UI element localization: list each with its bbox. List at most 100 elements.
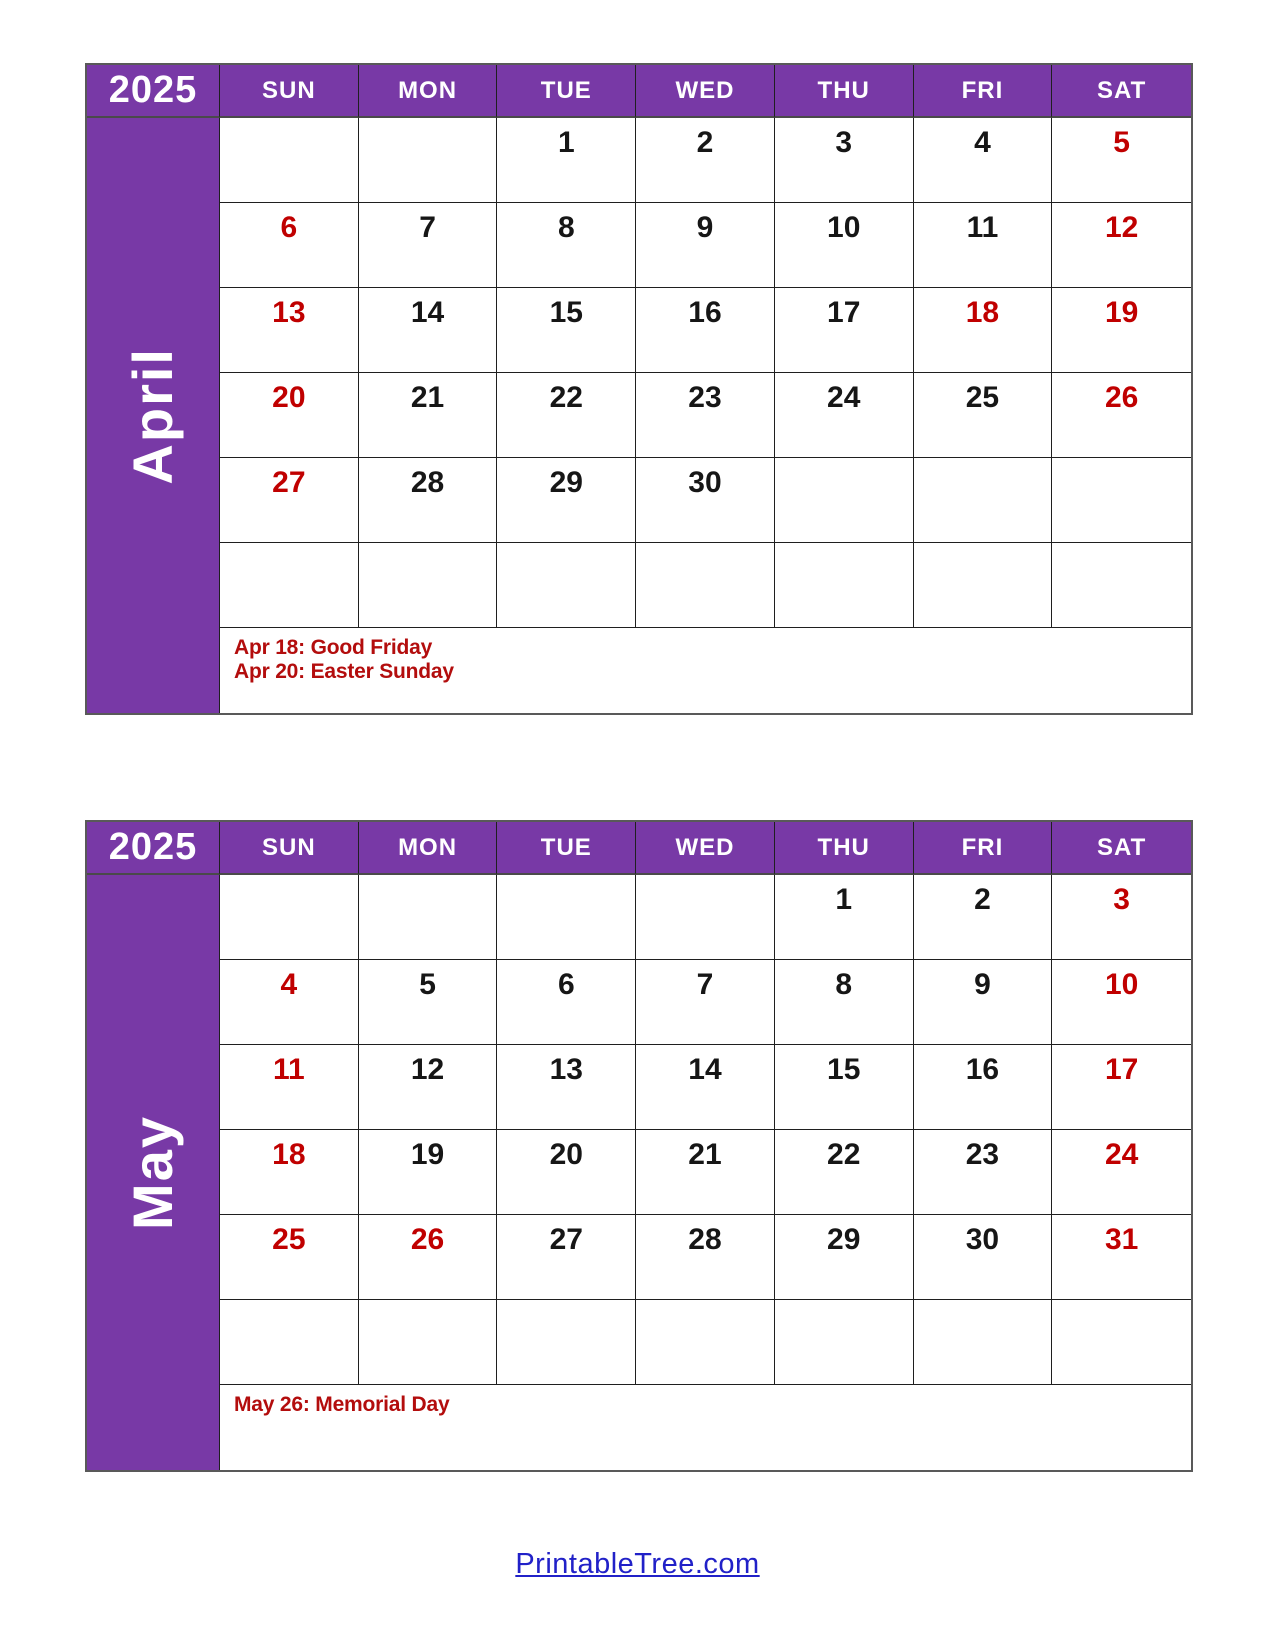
date-cell-empty [774,458,914,543]
date-cell-23: 23 [636,373,775,458]
date-cell-empty [220,875,359,960]
date-cell-12: 12 [358,1045,498,1130]
date-cell-5: 5 [1052,118,1191,203]
date-cell-9: 9 [913,960,1053,1045]
date-cell-empty [497,543,637,628]
date-cell-26: 26 [358,1215,498,1300]
date-cell-7: 7 [358,203,498,288]
date-cell-11: 11 [220,1045,359,1130]
date-cell-30: 30 [913,1215,1053,1300]
date-cell-16: 16 [913,1045,1053,1130]
date-cell-15: 15 [774,1045,914,1130]
april-calendar: 2025 SUN MON TUE WED THU FRI SAT April 1 2 3 4 5 6 7 8 9… [85,63,1193,715]
date-cell-empty [636,543,775,628]
date-cell-17: 17 [774,288,914,373]
date-cell-3: 3 [774,118,914,203]
month-name-label: May [121,1115,184,1230]
date-cell-16: 16 [636,288,775,373]
date-cell-29: 29 [774,1215,914,1300]
date-cell-empty [497,1300,637,1385]
date-cell-empty [358,118,498,203]
holiday-note-line: May 26: Memorial Day [234,1393,450,1416]
date-cell-4: 4 [220,960,359,1045]
day-header-tue: TUE [497,65,637,118]
date-cell-empty [220,1300,359,1385]
date-cell-1: 1 [497,118,637,203]
day-header-thu: THU [774,822,914,875]
day-header-sun: SUN [220,65,359,118]
date-cell-7: 7 [636,960,775,1045]
date-cell-22: 22 [497,373,637,458]
date-cell-6: 6 [220,203,359,288]
month-sidebar: April [87,118,220,713]
date-cell-14: 14 [636,1045,775,1130]
date-cell-3: 3 [1052,875,1191,960]
date-cell-empty [358,543,498,628]
date-cell-5: 5 [358,960,498,1045]
date-cell-18: 18 [220,1130,359,1215]
month-name-label: April [121,346,184,485]
date-cell-6: 6 [497,960,637,1045]
date-cell-2: 2 [636,118,775,203]
date-cell-30: 30 [636,458,775,543]
holiday-note-line: Apr 20: Easter Sunday [234,660,454,683]
date-cell-26: 26 [1052,373,1191,458]
date-cell-31: 31 [1052,1215,1191,1300]
date-cell-21: 21 [636,1130,775,1215]
printabletree-link[interactable]: PrintableTree.com [515,1548,760,1580]
date-cell-empty [913,543,1053,628]
date-cell-2: 2 [913,875,1053,960]
date-cell-20: 20 [497,1130,637,1215]
date-cell-empty [774,1300,914,1385]
date-cell-empty [1052,458,1191,543]
day-header-fri: FRI [913,65,1053,118]
date-cell-21: 21 [358,373,498,458]
date-cell-28: 28 [358,458,498,543]
date-cell-20: 20 [220,373,359,458]
date-cell-13: 13 [220,288,359,373]
date-cell-empty [497,875,637,960]
date-cell-10: 10 [1052,960,1191,1045]
date-cell-11: 11 [913,203,1053,288]
date-cell-empty [358,1300,498,1385]
date-cell-25: 25 [913,373,1053,458]
year-label: 2025 [87,65,220,118]
day-header-wed: WED [636,822,775,875]
day-header-wed: WED [636,65,775,118]
date-cell-27: 27 [220,458,359,543]
holiday-note-line: Apr 18: Good Friday [234,636,433,659]
date-cell-19: 19 [1052,288,1191,373]
date-cell-18: 18 [913,288,1053,373]
date-cell-28: 28 [636,1215,775,1300]
date-cell-8: 8 [774,960,914,1045]
date-cell-empty [636,1300,775,1385]
date-cell-empty [913,458,1053,543]
date-cell-19: 19 [358,1130,498,1215]
date-cell-4: 4 [913,118,1053,203]
date-cell-24: 24 [774,373,914,458]
date-cell-empty [913,1300,1053,1385]
date-cell-29: 29 [497,458,637,543]
date-cell-14: 14 [358,288,498,373]
day-header-fri: FRI [913,822,1053,875]
date-cell-12: 12 [1052,203,1191,288]
date-cell-15: 15 [497,288,637,373]
date-cell-empty [220,118,359,203]
day-header-tue: TUE [497,822,637,875]
date-cell-empty [220,543,359,628]
date-cell-empty [1052,1300,1191,1385]
day-header-sat: SAT [1052,65,1191,118]
day-header-thu: THU [774,65,914,118]
day-header-mon: MON [358,65,498,118]
holiday-notes: May 26: Memorial Day [220,1385,1191,1470]
year-label: 2025 [87,822,220,875]
day-header-sat: SAT [1052,822,1191,875]
date-cell-23: 23 [913,1130,1053,1215]
date-cell-22: 22 [774,1130,914,1215]
date-cell-27: 27 [497,1215,637,1300]
date-cell-10: 10 [774,203,914,288]
date-cell-1: 1 [774,875,914,960]
date-cell-empty [1052,543,1191,628]
date-cell-13: 13 [497,1045,637,1130]
